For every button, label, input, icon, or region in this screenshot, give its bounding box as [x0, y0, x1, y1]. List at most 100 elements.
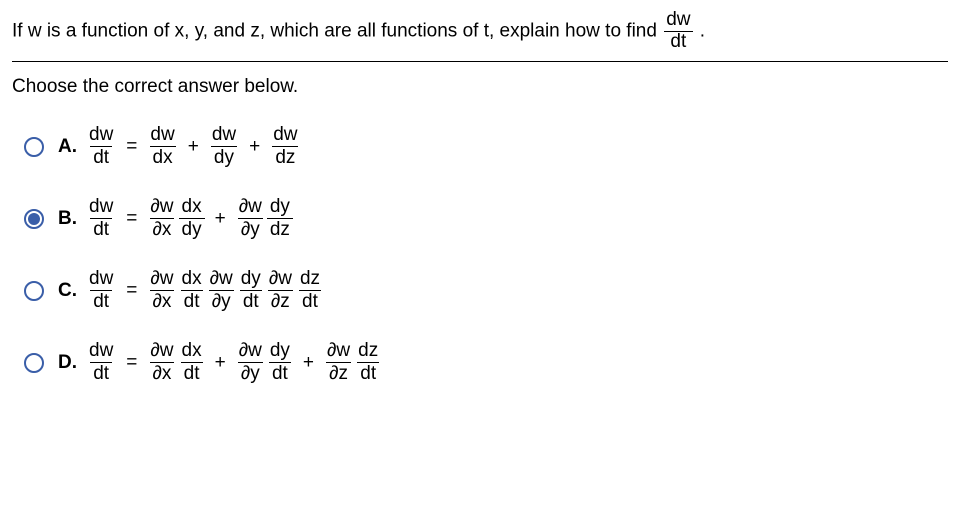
fraction: dwdt [86, 341, 116, 384]
fraction-numerator: dy [238, 269, 264, 290]
fraction: ∂w∂z [324, 341, 353, 384]
fraction-denominator: ∂x [150, 290, 175, 312]
plus-sign: + [211, 209, 230, 229]
fraction-denominator: dt [357, 362, 379, 384]
fraction-denominator: dx [150, 146, 176, 168]
fraction-numerator: dw [86, 269, 116, 290]
fraction-numerator: dx [179, 269, 205, 290]
question-text: If w is a function of x, y, and z, which… [12, 10, 948, 53]
options-list: A.dwdt=dwdx+dwdy+dwdzB.dwdt=∂w∂xdxdy+∂w∂… [12, 124, 948, 386]
fraction-numerator: ∂w [324, 341, 353, 362]
term: ∂w∂ydydz [236, 197, 293, 240]
option-radio[interactable] [24, 137, 44, 157]
fraction-denominator: ∂x [150, 362, 175, 384]
fraction: dydz [267, 197, 293, 240]
option-equation: dwdt=dwdx+dwdy+dwdz [86, 125, 301, 168]
fraction-numerator: dw [209, 125, 239, 146]
fraction: ∂w∂y [236, 341, 265, 384]
term: ∂w∂xdxdt [147, 341, 204, 384]
question-target-denominator: dt [664, 31, 692, 53]
fraction-denominator: dt [181, 290, 203, 312]
fraction-numerator: dy [267, 197, 293, 218]
fraction-numerator: dw [86, 341, 116, 362]
fraction-denominator: ∂z [326, 362, 351, 384]
fraction-denominator: dt [181, 362, 203, 384]
option-radio[interactable] [24, 209, 44, 229]
term: dwdy [209, 125, 239, 168]
option-radio[interactable] [24, 353, 44, 373]
divider [12, 61, 948, 62]
fraction-denominator: dz [267, 218, 293, 240]
fraction: ∂w∂z [266, 269, 295, 312]
fraction-numerator: dz [355, 341, 381, 362]
fraction-numerator: dx [179, 341, 205, 362]
term: ∂w∂xdxdt∂w∂ydydt∂w∂zdzdt [147, 269, 323, 312]
fraction-denominator: ∂y [209, 290, 234, 312]
fraction: dydt [267, 341, 293, 384]
option-row[interactable]: D.dwdt=∂w∂xdxdt+∂w∂ydydt+∂w∂zdzdt [24, 340, 948, 386]
equals-sign: = [122, 137, 141, 157]
fraction: dwdz [270, 125, 300, 168]
fraction: ∂w∂x [147, 269, 176, 312]
fraction: dzdt [297, 269, 323, 312]
fraction-numerator: ∂w [207, 269, 236, 290]
fraction: ∂w∂y [236, 197, 265, 240]
option-equation: dwdt=∂w∂xdxdy+∂w∂ydydz [86, 197, 293, 240]
fraction-numerator: dz [297, 269, 323, 290]
fraction-denominator: dy [211, 146, 237, 168]
option-row[interactable]: B.dwdt=∂w∂xdxdy+∂w∂ydydz [24, 196, 948, 242]
fraction: dydt [238, 269, 264, 312]
term: ∂w∂ydydt [236, 341, 293, 384]
term: ∂w∂zdzdt [324, 341, 381, 384]
plus-sign: + [211, 353, 230, 373]
fraction-denominator: dt [90, 362, 112, 384]
term: ∂w∂xdxdy [147, 197, 204, 240]
answer-prompt: Choose the correct answer below. [12, 76, 948, 98]
fraction-numerator: ∂w [236, 341, 265, 362]
term: dwdz [270, 125, 300, 168]
question-target-numerator: dw [664, 10, 692, 31]
fraction: ∂w∂y [207, 269, 236, 312]
fraction-denominator: ∂x [150, 218, 175, 240]
fraction: dxdy [179, 197, 205, 240]
fraction-denominator: dt [90, 146, 112, 168]
fraction-denominator: dt [269, 362, 291, 384]
fraction: dwdt [86, 197, 116, 240]
fraction-denominator: dt [90, 218, 112, 240]
option-letter: A. [58, 136, 86, 158]
fraction-numerator: dw [86, 197, 116, 218]
equals-sign: = [122, 281, 141, 301]
equals-sign: = [122, 353, 141, 373]
fraction-denominator: dt [90, 290, 112, 312]
option-letter: D. [58, 352, 86, 374]
fraction-numerator: ∂w [147, 341, 176, 362]
question-tail: . [700, 20, 705, 41]
question-target-fraction: dw dt [664, 10, 692, 53]
fraction-numerator: ∂w [236, 197, 265, 218]
option-equation: dwdt=∂w∂xdxdt∂w∂ydydt∂w∂zdzdt [86, 269, 323, 312]
fraction: dwdx [147, 125, 177, 168]
fraction: dwdt [86, 269, 116, 312]
fraction-numerator: ∂w [147, 269, 176, 290]
option-letter: B. [58, 208, 86, 230]
fraction-numerator: dx [179, 197, 205, 218]
fraction-numerator: dw [86, 125, 116, 146]
term: dwdx [147, 125, 177, 168]
fraction-numerator: dw [147, 125, 177, 146]
option-radio[interactable] [24, 281, 44, 301]
fraction-denominator: dt [240, 290, 262, 312]
option-row[interactable]: C.dwdt=∂w∂xdxdt∂w∂ydydt∂w∂zdzdt [24, 268, 948, 314]
equals-sign: = [122, 209, 141, 229]
option-row[interactable]: A.dwdt=dwdx+dwdy+dwdz [24, 124, 948, 170]
fraction: ∂w∂x [147, 197, 176, 240]
fraction-denominator: ∂y [238, 218, 263, 240]
option-equation: dwdt=∂w∂xdxdt+∂w∂ydydt+∂w∂zdzdt [86, 341, 381, 384]
option-letter: C. [58, 280, 86, 302]
fraction-numerator: dy [267, 341, 293, 362]
fraction-denominator: ∂z [268, 290, 293, 312]
fraction-numerator: ∂w [147, 197, 176, 218]
fraction: dzdt [355, 341, 381, 384]
fraction: ∂w∂x [147, 341, 176, 384]
fraction-denominator: dz [272, 146, 298, 168]
fraction: dxdt [179, 269, 205, 312]
